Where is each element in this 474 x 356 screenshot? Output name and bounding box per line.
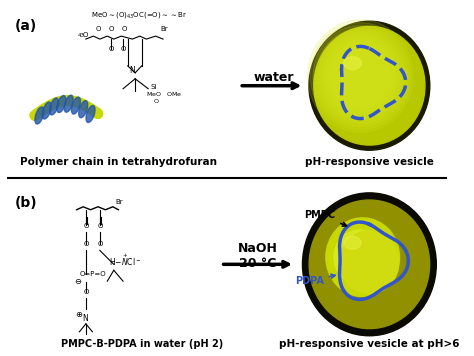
Circle shape [340, 231, 399, 294]
Text: 20 °C: 20 °C [239, 257, 277, 270]
Text: O: O [84, 241, 90, 247]
Text: O: O [108, 26, 114, 32]
Circle shape [309, 200, 429, 329]
Circle shape [334, 230, 385, 284]
Text: water: water [253, 71, 294, 84]
Circle shape [313, 26, 408, 126]
Circle shape [310, 23, 410, 130]
Circle shape [330, 43, 391, 109]
Circle shape [308, 20, 413, 132]
Text: pH-responsive vesicle at pH>6: pH-responsive vesicle at pH>6 [279, 339, 460, 349]
Text: O: O [84, 222, 90, 229]
Ellipse shape [64, 95, 73, 112]
Text: Si: Si [151, 84, 157, 90]
Circle shape [333, 46, 388, 106]
Text: O: O [108, 46, 114, 52]
Circle shape [314, 26, 425, 145]
Ellipse shape [72, 97, 81, 114]
Text: MeO$\sim$(O)$_{43}$OC(=O)$\sim$$\sim$Br: MeO$\sim$(O)$_{43}$OC(=O)$\sim$$\sim$Br [91, 10, 187, 20]
Text: O=P=O: O=P=O [79, 271, 106, 277]
Circle shape [321, 35, 399, 117]
Text: O: O [98, 222, 103, 229]
Text: N: N [129, 66, 136, 75]
Text: Br: Br [160, 26, 168, 32]
Ellipse shape [42, 102, 51, 119]
Circle shape [324, 37, 396, 115]
Text: O: O [98, 241, 103, 247]
Ellipse shape [344, 236, 361, 249]
Text: (a): (a) [14, 19, 36, 33]
Text: PDPA: PDPA [295, 274, 335, 286]
Text: O: O [83, 32, 89, 38]
Circle shape [319, 32, 402, 121]
Text: O: O [120, 46, 126, 52]
Text: Br: Br [116, 199, 123, 205]
Circle shape [309, 21, 430, 150]
Text: $\ominus$: $\ominus$ [74, 277, 82, 286]
Circle shape [316, 28, 405, 124]
Circle shape [302, 193, 436, 336]
Text: pH-responsive vesicle: pH-responsive vesicle [305, 157, 434, 167]
Text: O: O [154, 99, 159, 104]
Text: H$-\overset{+}{N}$Cl$^-$: H$-\overset{+}{N}$Cl$^-$ [109, 252, 142, 268]
Ellipse shape [79, 101, 88, 118]
Ellipse shape [35, 107, 44, 124]
Circle shape [326, 218, 400, 297]
Text: O: O [96, 26, 101, 32]
Ellipse shape [343, 57, 362, 70]
Ellipse shape [86, 105, 95, 122]
Text: (b): (b) [14, 196, 37, 210]
Text: NaOH: NaOH [237, 242, 277, 255]
Text: PMPC-B-PDPA in water (pH 2): PMPC-B-PDPA in water (pH 2) [61, 339, 223, 349]
Text: MeO$\quad$OMe: MeO$\quad$OMe [146, 90, 182, 98]
Text: N: N [82, 314, 88, 323]
Ellipse shape [57, 95, 66, 112]
Text: PMPC: PMPC [304, 210, 346, 226]
Text: O: O [121, 26, 127, 32]
Ellipse shape [49, 98, 59, 115]
Text: Polymer chain in tetrahydrofuran: Polymer chain in tetrahydrofuran [20, 157, 217, 167]
Circle shape [327, 41, 394, 112]
Text: O: O [84, 289, 90, 295]
Text: $\oplus$: $\oplus$ [75, 310, 83, 319]
Text: 43: 43 [78, 33, 84, 38]
